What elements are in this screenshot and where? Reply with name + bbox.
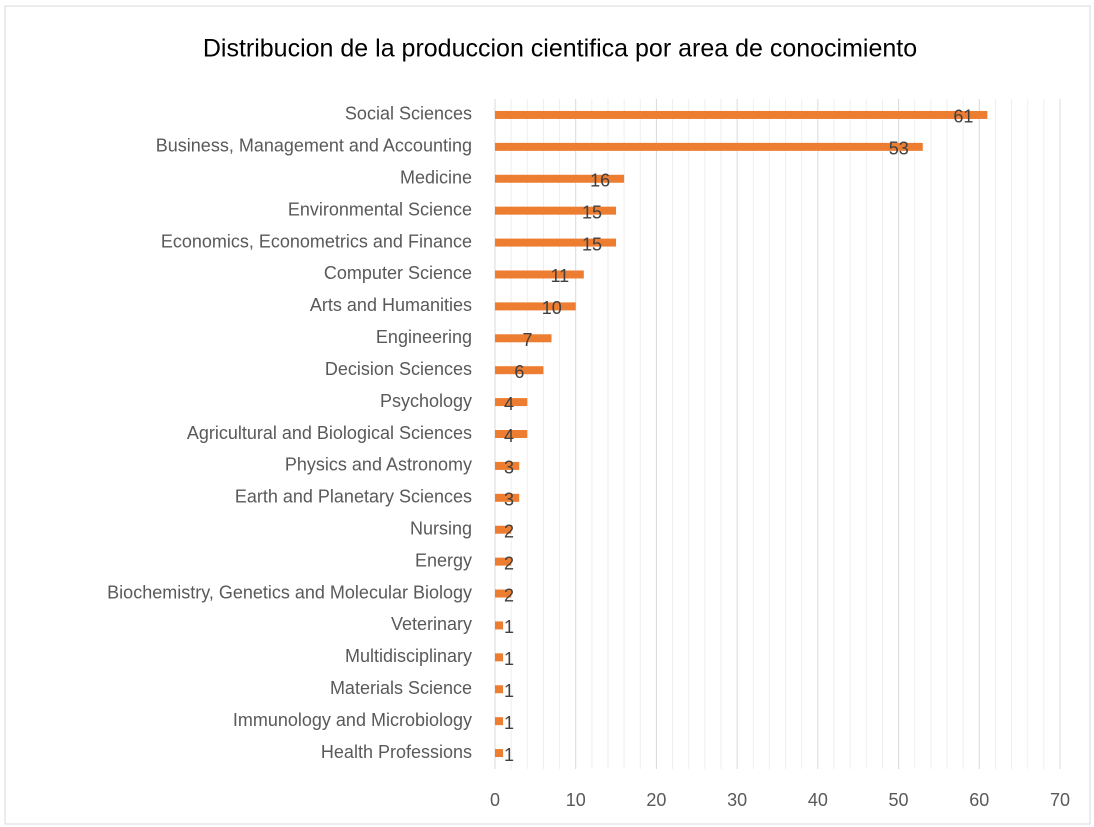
- y-tick-label: Environmental Science: [288, 199, 472, 219]
- data-label: 4: [504, 426, 514, 446]
- data-label: 2: [504, 585, 514, 605]
- data-label: 1: [504, 617, 514, 637]
- y-tick-label: Decision Sciences: [325, 359, 472, 379]
- data-label: 3: [504, 490, 514, 510]
- bar: [495, 334, 552, 343]
- y-tick-label: Computer Science: [324, 263, 472, 283]
- y-tick-label: Veterinary: [391, 614, 472, 634]
- bar: [495, 557, 512, 566]
- x-tick-label: 70: [1050, 790, 1070, 810]
- x-tick-label: 30: [727, 790, 747, 810]
- x-tick-label: 40: [808, 790, 828, 810]
- data-label: 6: [514, 362, 524, 382]
- data-label: 53: [889, 139, 909, 159]
- data-label: 7: [522, 330, 532, 350]
- bar: [495, 430, 528, 438]
- x-tick-label: 20: [646, 790, 666, 810]
- y-tick-label: Materials Science: [330, 678, 472, 698]
- x-tick-label: 50: [889, 790, 909, 810]
- bar: [495, 493, 520, 502]
- y-tick-label: Immunology and Microbiology: [233, 710, 472, 730]
- y-tick-label: Engineering: [376, 327, 472, 347]
- bar: [495, 142, 923, 151]
- y-tick-label: Multidisciplinary: [345, 646, 472, 666]
- data-label: 3: [504, 458, 514, 478]
- data-label: 15: [582, 202, 602, 222]
- bar: [495, 461, 520, 470]
- y-tick-label: Agricultural and Biological Sciences: [187, 423, 472, 443]
- y-tick-label: Business, Management and Accounting: [156, 136, 472, 156]
- y-tick-label: Medicine: [400, 168, 472, 188]
- y-tick-label: Economics, Econometrics and Finance: [161, 231, 472, 251]
- y-tick-label: Physics and Astronomy: [285, 455, 472, 475]
- data-label: 1: [504, 681, 514, 701]
- data-label: 15: [582, 234, 602, 254]
- data-label: 2: [504, 521, 514, 541]
- y-tick-label: Biochemistry, Genetics and Molecular Bio…: [107, 582, 472, 602]
- data-label: 11: [550, 266, 569, 286]
- bar: [495, 366, 544, 375]
- data-label: 16: [590, 171, 610, 191]
- data-label: 1: [504, 649, 514, 669]
- x-tick-label: 60: [969, 790, 989, 810]
- x-tick-label: 0: [490, 790, 500, 810]
- bar: [495, 206, 617, 215]
- data-label: 61: [953, 107, 973, 127]
- chart-title: Distribucion de la produccion cientifica…: [203, 35, 917, 63]
- bar: [495, 717, 504, 726]
- y-tick-label: Nursing: [410, 518, 472, 538]
- bar: [495, 270, 584, 279]
- bar: [495, 174, 625, 183]
- bar: [495, 525, 512, 534]
- y-tick-label: Earth and Planetary Sciences: [235, 487, 472, 507]
- y-tick-label: Arts and Humanities: [310, 295, 472, 315]
- bar: [495, 749, 504, 758]
- bar: [495, 302, 576, 311]
- bar: [495, 621, 504, 630]
- data-label: 1: [504, 713, 514, 733]
- data-label: 4: [504, 394, 514, 414]
- x-tick-label: 10: [566, 790, 586, 810]
- bar: [495, 110, 988, 119]
- bar: [495, 398, 528, 407]
- data-label: 2: [504, 553, 514, 573]
- y-tick-label: Social Sciences: [345, 104, 472, 124]
- data-label: 10: [542, 298, 562, 318]
- bar: [495, 653, 504, 662]
- bar: [495, 685, 504, 694]
- bar: [495, 589, 512, 598]
- y-tick-label: Psychology: [380, 391, 472, 411]
- data-label: 1: [504, 745, 514, 765]
- chart-frame: [4, 5, 1091, 825]
- y-tick-label: Energy: [415, 550, 472, 570]
- bar: [495, 238, 617, 247]
- y-tick-label: Health Professions: [321, 742, 472, 762]
